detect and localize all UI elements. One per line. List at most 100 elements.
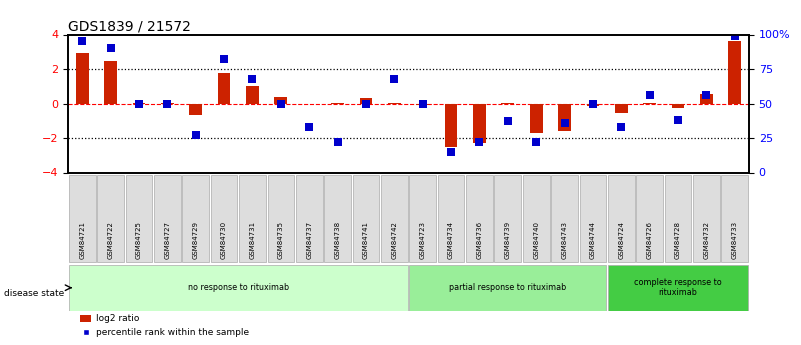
Point xyxy=(615,124,628,130)
Bar xyxy=(211,175,237,262)
Text: GSM84732: GSM84732 xyxy=(703,221,710,259)
Point xyxy=(445,149,457,155)
Text: GSM84725: GSM84725 xyxy=(136,221,142,259)
Text: GSM84728: GSM84728 xyxy=(675,221,681,259)
Bar xyxy=(104,61,117,104)
Text: GSM84738: GSM84738 xyxy=(335,221,340,259)
Text: GSM84729: GSM84729 xyxy=(193,221,199,259)
Text: GSM84739: GSM84739 xyxy=(505,221,511,259)
Bar xyxy=(133,103,146,104)
Bar xyxy=(501,103,514,104)
Point xyxy=(331,139,344,145)
Point xyxy=(728,33,741,39)
Text: GSM84735: GSM84735 xyxy=(278,221,284,259)
Bar xyxy=(437,175,465,262)
Bar xyxy=(722,175,748,262)
Text: GSM84736: GSM84736 xyxy=(477,221,482,259)
Text: GSM84726: GSM84726 xyxy=(646,221,653,259)
Point xyxy=(700,92,713,98)
Point xyxy=(417,101,429,106)
Bar xyxy=(671,104,684,108)
Bar xyxy=(728,41,741,104)
Point xyxy=(671,117,684,123)
Text: GSM84737: GSM84737 xyxy=(306,221,312,259)
Point xyxy=(643,92,656,98)
Bar xyxy=(665,175,691,262)
Text: GSM84721: GSM84721 xyxy=(79,221,85,259)
Point xyxy=(501,119,514,124)
Bar xyxy=(523,175,549,262)
Bar xyxy=(529,104,542,133)
Point xyxy=(303,124,316,130)
Bar xyxy=(352,175,380,262)
Text: no response to rituximab: no response to rituximab xyxy=(187,283,289,292)
Bar xyxy=(608,175,634,262)
Text: GSM84734: GSM84734 xyxy=(448,221,454,259)
Point xyxy=(558,120,571,126)
Bar xyxy=(445,104,457,147)
Bar xyxy=(268,175,294,262)
Bar xyxy=(246,86,259,104)
Text: partial response to rituximab: partial response to rituximab xyxy=(449,283,566,292)
Text: GSM84741: GSM84741 xyxy=(363,221,369,259)
Bar xyxy=(189,104,202,115)
Text: GSM84730: GSM84730 xyxy=(221,221,227,259)
Bar xyxy=(218,73,231,104)
Point xyxy=(189,132,202,138)
Text: GSM84722: GSM84722 xyxy=(107,221,114,259)
Bar xyxy=(586,104,599,106)
Legend: log2 ratio, percentile rank within the sample: log2 ratio, percentile rank within the s… xyxy=(77,311,252,341)
Bar xyxy=(97,175,124,262)
Bar xyxy=(388,103,400,104)
Bar xyxy=(324,175,351,262)
Point xyxy=(246,76,259,81)
Point xyxy=(218,57,231,62)
Point xyxy=(104,46,117,51)
Bar xyxy=(494,175,521,262)
Text: GSM84740: GSM84740 xyxy=(533,221,539,259)
Bar xyxy=(608,265,748,310)
Text: GDS1839 / 21572: GDS1839 / 21572 xyxy=(68,19,191,33)
Text: GSM84742: GSM84742 xyxy=(392,221,397,259)
Bar xyxy=(580,175,606,262)
Text: GSM84744: GSM84744 xyxy=(590,221,596,259)
Bar xyxy=(466,175,493,262)
Point xyxy=(133,101,146,106)
Bar xyxy=(69,265,408,310)
Text: complete response to
rituximab: complete response to rituximab xyxy=(634,278,722,297)
Bar xyxy=(473,104,486,143)
Bar xyxy=(700,94,713,104)
Text: GSM84723: GSM84723 xyxy=(420,221,425,259)
Bar xyxy=(154,175,181,262)
Bar xyxy=(636,175,663,262)
Bar xyxy=(551,175,578,262)
Bar xyxy=(296,175,323,262)
Point xyxy=(275,101,288,106)
Point xyxy=(473,139,486,145)
Text: GSM84724: GSM84724 xyxy=(618,221,624,259)
Text: GSM84733: GSM84733 xyxy=(732,221,738,259)
Point xyxy=(161,101,174,106)
Bar xyxy=(76,53,89,104)
Point xyxy=(76,39,89,44)
Bar xyxy=(693,175,720,262)
Bar xyxy=(360,98,372,104)
Bar xyxy=(69,175,95,262)
Bar xyxy=(126,175,152,262)
Bar xyxy=(615,104,628,113)
Bar xyxy=(275,97,288,104)
Bar xyxy=(409,265,606,310)
Bar xyxy=(331,103,344,104)
Text: GSM84743: GSM84743 xyxy=(562,221,568,259)
Bar xyxy=(381,175,408,262)
Point xyxy=(360,101,372,106)
Bar xyxy=(417,104,429,105)
Point xyxy=(388,76,400,81)
Bar xyxy=(161,103,174,104)
Text: GSM84727: GSM84727 xyxy=(164,221,171,259)
Bar xyxy=(643,103,656,104)
Point xyxy=(529,139,542,145)
Text: disease state: disease state xyxy=(4,289,64,298)
Bar xyxy=(239,175,266,262)
Bar xyxy=(183,175,209,262)
